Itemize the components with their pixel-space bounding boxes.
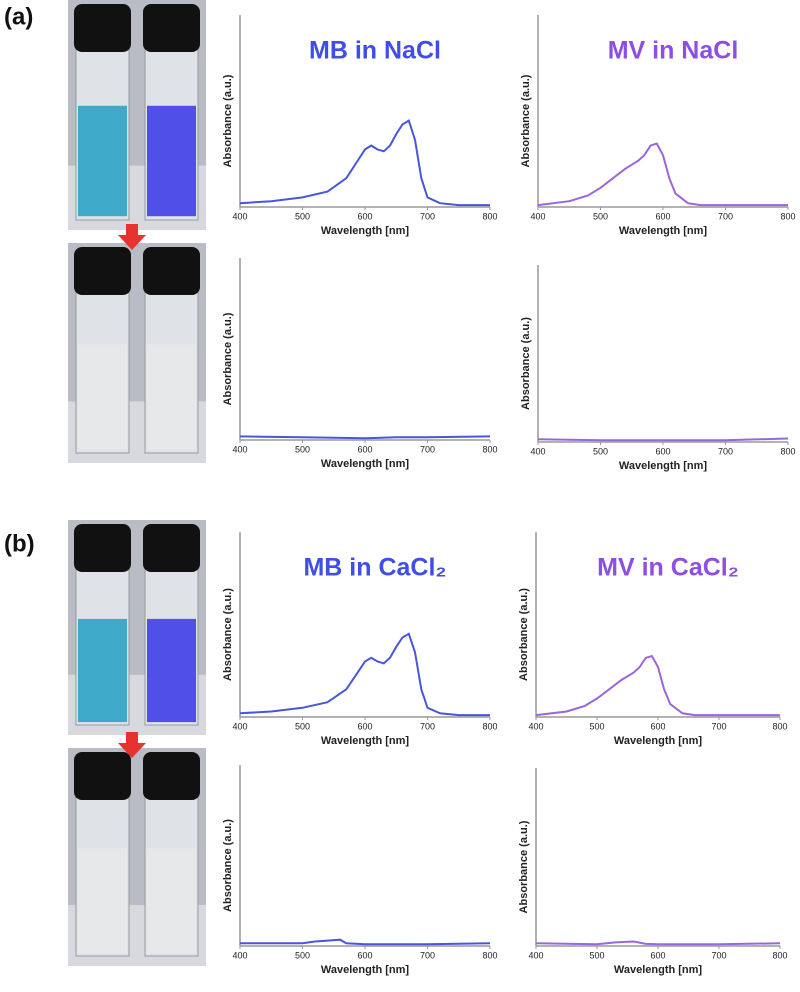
x-axis-label: Wavelength [nm] [321, 458, 410, 470]
cap [74, 752, 131, 800]
x-tick-label: 700 [711, 721, 726, 731]
arrow [126, 732, 138, 744]
x-tick-label: 700 [420, 950, 435, 960]
arrow [118, 743, 146, 758]
cap [143, 524, 200, 572]
y-axis-label: Absorbance (a.u.) [520, 317, 532, 410]
chart-title: MB in NaCl [309, 37, 441, 65]
panel-label: (a) [4, 3, 33, 30]
x-tick-label: 400 [232, 721, 247, 731]
x-tick-label: 700 [420, 444, 435, 454]
x-tick-label: 800 [482, 721, 497, 731]
x-tick-label: 800 [482, 444, 497, 454]
liquid [147, 105, 196, 217]
liquid [78, 618, 127, 723]
x-tick-label: 600 [357, 950, 372, 960]
x-axis-label: Wavelength [nm] [614, 964, 703, 976]
x-tick-label: 800 [482, 950, 497, 960]
y-axis-label: Absorbance (a.u.) [222, 312, 234, 405]
cap [74, 247, 131, 295]
spectrum-line [537, 142, 788, 207]
x-tick-label: 400 [232, 211, 247, 221]
x-tick-label: 400 [232, 950, 247, 960]
spectrum-line [537, 437, 789, 442]
x-tick-label: 500 [589, 721, 604, 731]
x-tick-label: 800 [772, 721, 787, 731]
cap [143, 4, 200, 52]
chart-title: MV in NaCl [608, 37, 739, 65]
x-tick-label: 600 [357, 444, 372, 454]
x-tick-label: 500 [593, 211, 608, 221]
spectrum-line [535, 940, 781, 946]
x-tick-label: 800 [780, 446, 795, 456]
x-tick-label: 700 [420, 211, 435, 221]
liquid [147, 344, 196, 450]
x-tick-label: 400 [232, 444, 247, 454]
spectrum-line [239, 632, 490, 717]
y-axis-label: Absorbance (a.u.) [518, 588, 530, 681]
cap [143, 752, 200, 800]
x-tick-label: 600 [650, 721, 665, 731]
liquid [78, 105, 127, 217]
x-tick-label: 800 [482, 211, 497, 221]
x-tick-label: 800 [772, 950, 787, 960]
cap [143, 247, 200, 295]
spectrum-line [240, 938, 491, 946]
y-axis-label: Absorbance (a.u.) [222, 74, 234, 167]
y-axis-label: Absorbance (a.u.) [520, 74, 532, 167]
y-axis-label: Absorbance (a.u.) [222, 588, 234, 681]
liquid [78, 848, 127, 953]
y-axis-label: Absorbance (a.u.) [518, 820, 530, 913]
x-tick-label: 500 [295, 721, 310, 731]
x-tick-label: 500 [295, 950, 310, 960]
x-tick-label: 600 [655, 211, 670, 221]
x-axis-label: Wavelength [nm] [321, 964, 410, 976]
x-tick-label: 700 [420, 721, 435, 731]
spectrum-line [239, 119, 490, 207]
x-tick-label: 600 [650, 950, 665, 960]
liquid [147, 848, 196, 953]
y-axis-label: Absorbance (a.u.) [222, 819, 234, 912]
x-tick-label: 800 [780, 211, 795, 221]
liquid [78, 344, 127, 450]
x-tick-label: 500 [589, 950, 604, 960]
x-tick-label: 400 [530, 211, 545, 221]
x-tick-label: 600 [655, 446, 670, 456]
x-tick-label: 700 [718, 446, 733, 456]
x-tick-label: 700 [718, 211, 733, 221]
x-tick-label: 400 [528, 950, 543, 960]
x-tick-label: 600 [357, 211, 372, 221]
x-tick-label: 400 [528, 721, 543, 731]
chart-title: MB in CaCl₂ [303, 554, 446, 582]
x-axis-label: Wavelength [nm] [614, 735, 703, 747]
x-tick-label: 500 [593, 446, 608, 456]
cap [74, 524, 131, 572]
x-axis-label: Wavelength [nm] [619, 225, 708, 237]
spectrum-line [239, 435, 491, 440]
x-tick-label: 500 [295, 444, 310, 454]
x-axis-label: Wavelength [nm] [619, 460, 708, 472]
spectrum-line [535, 654, 780, 717]
x-tick-label: 400 [530, 446, 545, 456]
panel-label: (b) [4, 530, 35, 557]
chart-title: MV in CaCl₂ [597, 554, 739, 582]
x-axis-label: Wavelength [nm] [321, 735, 410, 747]
x-tick-label: 500 [295, 211, 310, 221]
arrow [118, 235, 146, 250]
liquid [147, 618, 196, 723]
x-axis-label: Wavelength [nm] [321, 225, 410, 237]
cap [74, 4, 131, 52]
x-tick-label: 700 [711, 950, 726, 960]
arrow [126, 224, 138, 236]
x-tick-label: 600 [357, 721, 372, 731]
